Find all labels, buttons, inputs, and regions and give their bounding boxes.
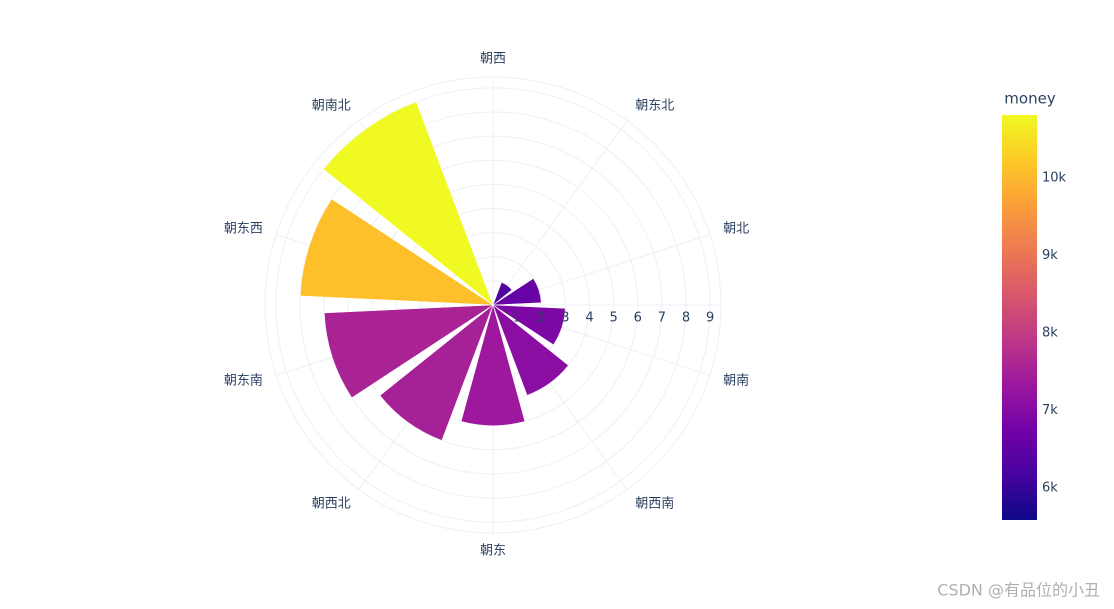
angular-label: 朝东北 — [635, 98, 674, 113]
angular-label: 朝西北 — [312, 497, 351, 512]
radial-tick-label: 6 — [634, 311, 642, 326]
angular-label: 朝南 — [723, 373, 749, 389]
bar — [492, 278, 542, 306]
radial-tick-label: 2 — [537, 311, 545, 326]
colorbar — [1002, 115, 1037, 520]
bar — [492, 304, 569, 396]
colorbar-tick-label: 7k — [1042, 403, 1058, 418]
angular-label: 朝东南 — [224, 373, 263, 389]
bar — [492, 282, 513, 306]
angular-grid-line — [492, 120, 628, 306]
radial-tick-label: 8 — [682, 311, 690, 326]
colorbar-tick-label: 8k — [1042, 326, 1058, 341]
radial-tick-label: 3 — [561, 311, 569, 326]
colorbar-tick-label: 6k — [1042, 481, 1058, 496]
radial-tick-label: 7 — [658, 311, 666, 326]
bar — [324, 304, 494, 399]
bar — [379, 304, 494, 441]
radial-tick-label: 9 — [706, 311, 714, 326]
colorbar-title: money — [1004, 90, 1056, 108]
radial-tick-label: 5 — [609, 311, 617, 326]
bar — [299, 198, 494, 306]
bar — [323, 101, 494, 306]
angular-label: 朝西 — [480, 52, 506, 67]
bar — [460, 304, 526, 426]
radial-tick-label: 4 — [585, 311, 593, 326]
colorbar-tick-label: 10k — [1042, 170, 1067, 185]
angular-label: 朝东 — [480, 544, 506, 559]
bar — [492, 304, 566, 346]
colorbar-tick-label: 9k — [1042, 248, 1058, 263]
radial-tick-label: 1 — [513, 311, 521, 326]
angular-label: 朝西南 — [635, 496, 674, 512]
angular-label: 朝南北 — [312, 97, 351, 113]
angular-label: 朝东西 — [224, 221, 263, 236]
watermark: CSDN @有品位的小丑 — [937, 581, 1100, 600]
angular-label: 朝北 — [723, 221, 749, 236]
